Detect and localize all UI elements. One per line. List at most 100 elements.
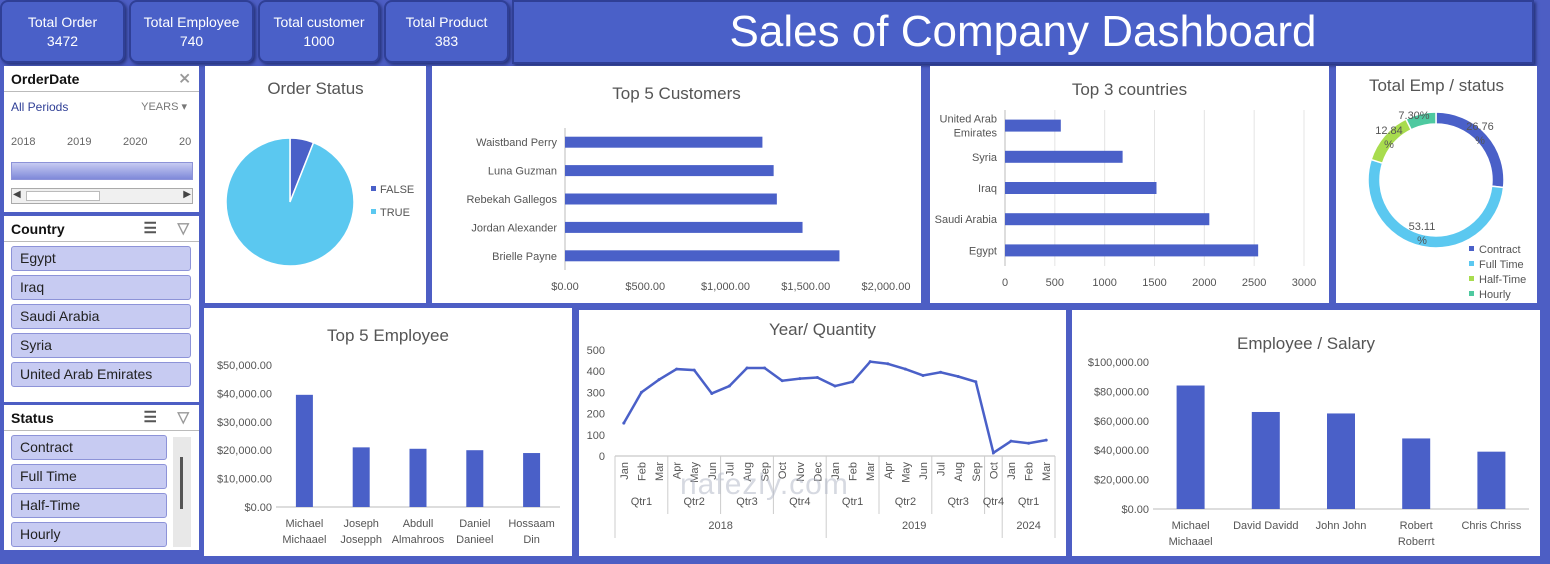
donut-slice bbox=[1367, 158, 1505, 249]
slicer-item-full-time[interactable]: Full Time bbox=[11, 464, 167, 489]
line-point bbox=[675, 367, 679, 371]
legend-swatch bbox=[371, 209, 376, 214]
month-label: Jan bbox=[619, 462, 631, 480]
category-label: Michaael bbox=[1169, 536, 1213, 548]
line-point bbox=[763, 366, 767, 370]
tick-label: 0 bbox=[1002, 277, 1008, 289]
quarter-label: Qtr1 bbox=[631, 496, 652, 508]
kpi-total-order: Total Order 3472 bbox=[0, 0, 125, 63]
status-slicer: Status ☰ ▽ Contract Full Time Half-Time … bbox=[4, 405, 199, 550]
kpi-total-customer: Total customer 1000 bbox=[258, 0, 380, 63]
series-line bbox=[622, 360, 1047, 455]
kpi-value: 3472 bbox=[46, 33, 79, 49]
category-label: Michael bbox=[1172, 520, 1210, 532]
timeline-bar[interactable] bbox=[11, 162, 193, 180]
tick-label: $10,000.00 bbox=[217, 474, 272, 486]
tick-label: 2500 bbox=[1242, 277, 1266, 289]
legend-swatch bbox=[1469, 276, 1474, 281]
orderdate-timeline[interactable]: OrderDate ⨯ All Periods YEARS ▾ 2018 201… bbox=[4, 66, 199, 212]
legend-swatch bbox=[1469, 246, 1474, 251]
legend-label: Hourly bbox=[1479, 289, 1511, 301]
scroll-thumb[interactable] bbox=[180, 457, 183, 509]
bar bbox=[352, 447, 370, 507]
quarter-label: Qtr1 bbox=[1018, 496, 1039, 508]
category-label: Emirates bbox=[954, 128, 998, 140]
timeline-year[interactable]: 2020 bbox=[123, 136, 148, 148]
month-label: Feb bbox=[848, 462, 860, 481]
tick-label: 300 bbox=[587, 387, 605, 399]
kpi-label: Total Product bbox=[405, 14, 488, 30]
bar bbox=[1005, 182, 1157, 194]
category-label: Din bbox=[523, 534, 540, 546]
category-label: Josepph bbox=[340, 534, 382, 546]
category-label: Luna Guzman bbox=[488, 166, 557, 178]
country-slicer-header: Country ☰ ▽ bbox=[4, 216, 199, 242]
timeline-year[interactable]: 2018 bbox=[11, 136, 36, 148]
slicer-item-half-time[interactable]: Half-Time bbox=[11, 493, 167, 518]
category-label: Robert bbox=[1400, 520, 1433, 532]
data-label: % bbox=[1417, 235, 1427, 247]
donut-slice bbox=[1404, 111, 1437, 131]
slicer-item-uae[interactable]: United Arab Emirates bbox=[11, 362, 191, 387]
tick-label: 2000 bbox=[1192, 277, 1216, 289]
slicer-item-syria[interactable]: Syria bbox=[11, 333, 191, 358]
tick-label: 500 bbox=[587, 345, 605, 357]
timeline-year[interactable]: 2019 bbox=[67, 136, 92, 148]
slicer-item-iraq[interactable]: Iraq bbox=[11, 275, 191, 300]
bar bbox=[565, 165, 774, 177]
status-slicer-title: Status bbox=[11, 410, 54, 426]
top3-countries-panel: Top 3 countries 0 500 1000 1500 2000 2500 3000… bbox=[930, 66, 1329, 303]
country-slicer-title: Country bbox=[11, 221, 65, 237]
slicer-item-saudi-arabia[interactable]: Saudi Arabia bbox=[11, 304, 191, 329]
multi-select-icon[interactable]: ☰ bbox=[143, 409, 157, 426]
timeline-year[interactable]: 20 bbox=[179, 136, 192, 148]
tick-label: $0.00 bbox=[1121, 504, 1149, 516]
month-label: Jan bbox=[830, 462, 842, 480]
pie-slice-true bbox=[225, 137, 355, 267]
tick-label: 0 bbox=[599, 451, 605, 463]
slicer-item-contract[interactable]: Contract bbox=[11, 435, 167, 460]
line-point bbox=[921, 373, 925, 377]
tick-label: $80,000.00 bbox=[1094, 386, 1149, 398]
timeline-scrollbar[interactable]: ◀ ▶ bbox=[11, 188, 193, 204]
quarter-label: Qtr4 bbox=[983, 496, 1004, 508]
clear-filter-icon[interactable]: ⨯ bbox=[178, 70, 191, 87]
month-label: Feb bbox=[1024, 462, 1036, 481]
line-point bbox=[833, 384, 837, 388]
quarter-label: Qtr3 bbox=[736, 496, 757, 508]
tick-label: 500 bbox=[1046, 277, 1064, 289]
category-label: Iraq bbox=[978, 183, 997, 195]
tick-label: 400 bbox=[587, 366, 605, 378]
category-label: Chris Chriss bbox=[1461, 520, 1521, 532]
month-label: Sep bbox=[760, 462, 772, 482]
month-label: Aug bbox=[953, 462, 965, 482]
clear-filter-icon[interactable]: ▽ bbox=[177, 409, 189, 426]
scroll-left-icon[interactable]: ◀ bbox=[13, 189, 21, 200]
timeline-header: OrderDate ⨯ bbox=[4, 66, 199, 92]
slicer-item-hourly[interactable]: Hourly bbox=[11, 522, 167, 547]
timeline-level-dropdown[interactable]: YEARS ▾ bbox=[141, 100, 187, 113]
category-label: Egypt bbox=[969, 245, 997, 257]
line-point bbox=[692, 368, 696, 372]
month-label: Jul bbox=[936, 462, 948, 476]
legend-swatch bbox=[1469, 291, 1474, 296]
data-label: % bbox=[1475, 135, 1485, 147]
chart-title: Total Emp / status bbox=[1368, 76, 1505, 95]
bar bbox=[565, 250, 840, 262]
slicer-item-egypt[interactable]: Egypt bbox=[11, 246, 191, 271]
tick-label: $1,000.00 bbox=[701, 281, 750, 293]
quarter-label: Qtr1 bbox=[842, 496, 863, 508]
dashboard-title: Sales of Company Dashboard bbox=[512, 0, 1534, 64]
scroll-right-icon[interactable]: ▶ bbox=[183, 189, 191, 200]
category-label: Waistband Perry bbox=[476, 137, 557, 149]
bar bbox=[565, 221, 803, 233]
scroll-thumb[interactable] bbox=[26, 191, 100, 201]
multi-select-icon[interactable]: ☰ bbox=[143, 220, 157, 237]
clear-filter-icon[interactable]: ▽ bbox=[177, 220, 189, 237]
legend-swatch bbox=[1469, 261, 1474, 266]
month-label: May bbox=[689, 462, 701, 483]
category-label: Saudi Arabia bbox=[935, 214, 998, 226]
category-label: Daniel bbox=[459, 518, 490, 530]
slicer-scrollbar[interactable] bbox=[173, 437, 191, 547]
tick-label: $20,000.00 bbox=[217, 445, 272, 457]
